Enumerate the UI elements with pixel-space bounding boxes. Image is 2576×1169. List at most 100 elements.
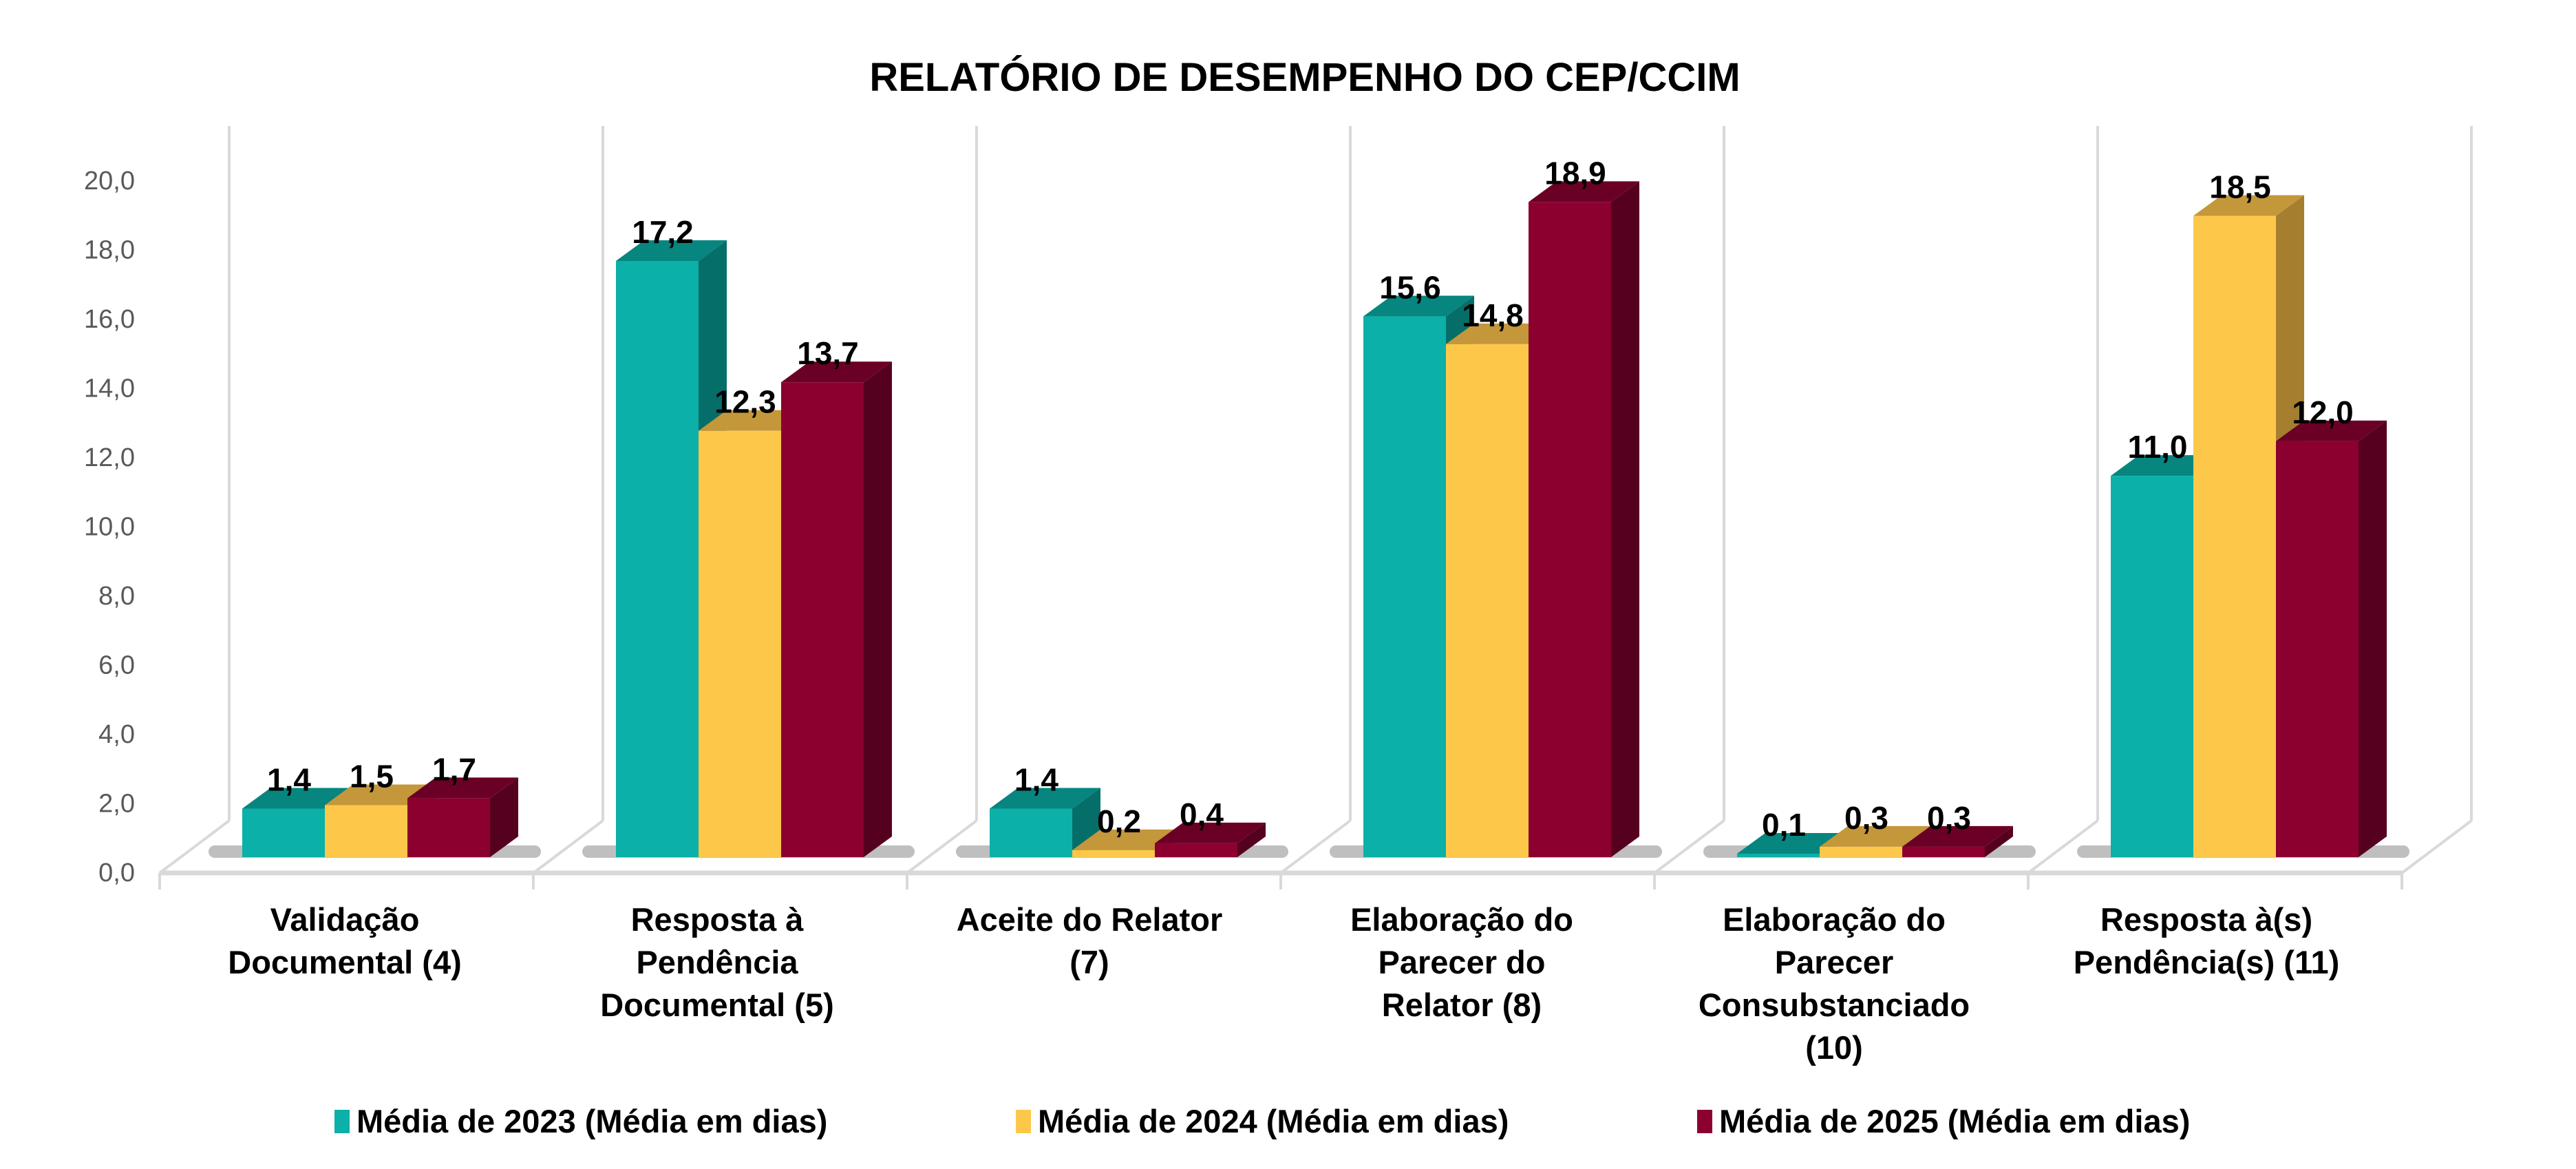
category-label-line: (7) [1069, 944, 1109, 980]
data-label: 12,3 [714, 384, 776, 420]
y-tick-label: 20,0 [84, 167, 135, 196]
legend: Média de 2023 (Média em dias) Média de 20… [334, 1103, 2190, 1139]
chart-title: RELATÓRIO DE DESEMPENHO DO CEP/CCIM [869, 55, 1740, 100]
legend-swatch [334, 1110, 350, 1133]
data-label: 1,7 [432, 751, 476, 787]
legend-item: Média de 2023 (Média em dias) [334, 1103, 827, 1139]
floor-divider [2401, 819, 2473, 874]
category-label-line: Aceite do Relator [957, 901, 1223, 938]
bar-front [325, 805, 407, 857]
bar-top [242, 788, 353, 809]
bar-top [616, 240, 727, 261]
y-tick-label: 18,0 [84, 236, 135, 265]
data-label: 14,8 [1462, 297, 1524, 333]
bar-3-6 [2276, 420, 2387, 857]
bars: 1,4 17,2 1,4 15,6 0,1 11,0 1,5 12,3 0,2 14,8 0,3 18… [242, 155, 2387, 858]
y-tick-label: 14,0 [84, 375, 135, 403]
legend-label: Média de 2023 (Média em dias) [356, 1103, 827, 1139]
bar-3-5 [1902, 825, 2013, 857]
bar-front [1363, 316, 1446, 858]
bar-front [1529, 202, 1611, 857]
data-label: 18,9 [1544, 155, 1606, 191]
data-label: 12,0 [2292, 394, 2354, 430]
bar-3-2 [781, 361, 892, 857]
floor-divider [158, 819, 231, 874]
data-label: 0,3 [1927, 800, 1971, 836]
y-tick-label: 8,0 [98, 582, 135, 611]
category-label-line: Validação [270, 901, 420, 938]
bar-side [1985, 825, 2013, 857]
floor-divider [2027, 819, 2099, 874]
bar-front [616, 261, 699, 857]
category-label-line: Pendência(s) (11) [2074, 944, 2340, 980]
bar-front [2193, 215, 2276, 857]
bar-front [1737, 853, 1820, 857]
floor-divider [532, 819, 604, 874]
category-label: Aceite do Relator (7) [957, 901, 1223, 980]
bar-top [2276, 420, 2387, 441]
data-label: 0,1 [1762, 807, 1806, 843]
y-tick-label: 2,0 [98, 790, 135, 819]
legend-label: Média de 2025 (Média em dias) [1719, 1103, 2190, 1139]
bar-top [990, 788, 1100, 809]
data-label: 0,4 [1180, 797, 1224, 832]
bar-top [1363, 295, 1474, 317]
bar-top [407, 777, 518, 799]
x-axis: Validação Documental (4) Resposta à Pendênc… [228, 901, 2339, 1066]
category-label-line: (10) [1805, 1029, 1863, 1066]
category-label: Resposta à Pendência Documental (5) [600, 901, 834, 1023]
bar-top [781, 361, 892, 383]
bar-top [2193, 195, 2304, 216]
category-label: Validação Documental (4) [228, 901, 462, 980]
data-label: 13,7 [797, 335, 859, 371]
y-tick-label: 16,0 [84, 305, 135, 334]
bar-3-3 [1155, 822, 1266, 857]
bar-side [1237, 822, 1266, 857]
bar-top [1529, 181, 1639, 202]
legend-item: Média de 2025 (Média em dias) [1697, 1103, 2190, 1139]
bar-3-1 [407, 777, 518, 857]
bar-front [407, 798, 490, 857]
bar-front [242, 808, 325, 857]
y-tick-label: 6,0 [98, 651, 135, 680]
category-label-line: Elaboração do [1723, 901, 1946, 938]
category-label-line: Consubstanciado [1699, 987, 1970, 1023]
bar-front [990, 808, 1072, 857]
bar-front [1446, 344, 1529, 857]
legend-swatch [1697, 1110, 1712, 1133]
bar-top [1820, 825, 1930, 847]
y-tick-label: 10,0 [84, 513, 135, 542]
data-label: 1,4 [1014, 762, 1058, 798]
bar-front [1072, 850, 1155, 857]
category-label-line: Parecer [1775, 944, 1894, 980]
y-tick-label: 12,0 [84, 443, 135, 472]
bar-front [699, 430, 781, 857]
category-label: Resposta à(s) Pendência(s) (11) [2074, 901, 2340, 980]
bar-front [1820, 846, 1902, 857]
data-label: 11,0 [2128, 429, 2188, 465]
data-label: 1,5 [350, 758, 394, 794]
category-label-line: Resposta à(s) [2100, 901, 2312, 938]
data-label: 1,4 [267, 762, 311, 798]
legend-label: Média de 2024 (Média em dias) [1038, 1103, 1509, 1139]
category-label-line: Documental (4) [228, 944, 462, 980]
category-label-line: Parecer do [1379, 944, 1546, 980]
category-label: Elaboração do Parecer do Relator (8) [1350, 901, 1573, 1023]
y-tick-label: 4,0 [98, 720, 135, 749]
legend-swatch [1016, 1110, 1031, 1133]
bar-top [1902, 825, 2013, 847]
floor-divider [1279, 819, 1352, 874]
data-label: 18,5 [2209, 169, 2271, 205]
data-label: 17,2 [632, 214, 694, 250]
bar-top [1155, 822, 1266, 843]
bar-front [1902, 846, 1985, 857]
legend-item: Média de 2024 (Média em dias) [1016, 1103, 1509, 1139]
bar-side [1611, 181, 1639, 857]
bar-3-4 [1529, 181, 1639, 857]
floor-divider [1653, 819, 1725, 874]
bar-side [490, 777, 518, 857]
y-tick-label: 0,0 [98, 859, 135, 887]
bar-side [864, 361, 892, 857]
category-label-line: Documental (5) [600, 987, 834, 1023]
